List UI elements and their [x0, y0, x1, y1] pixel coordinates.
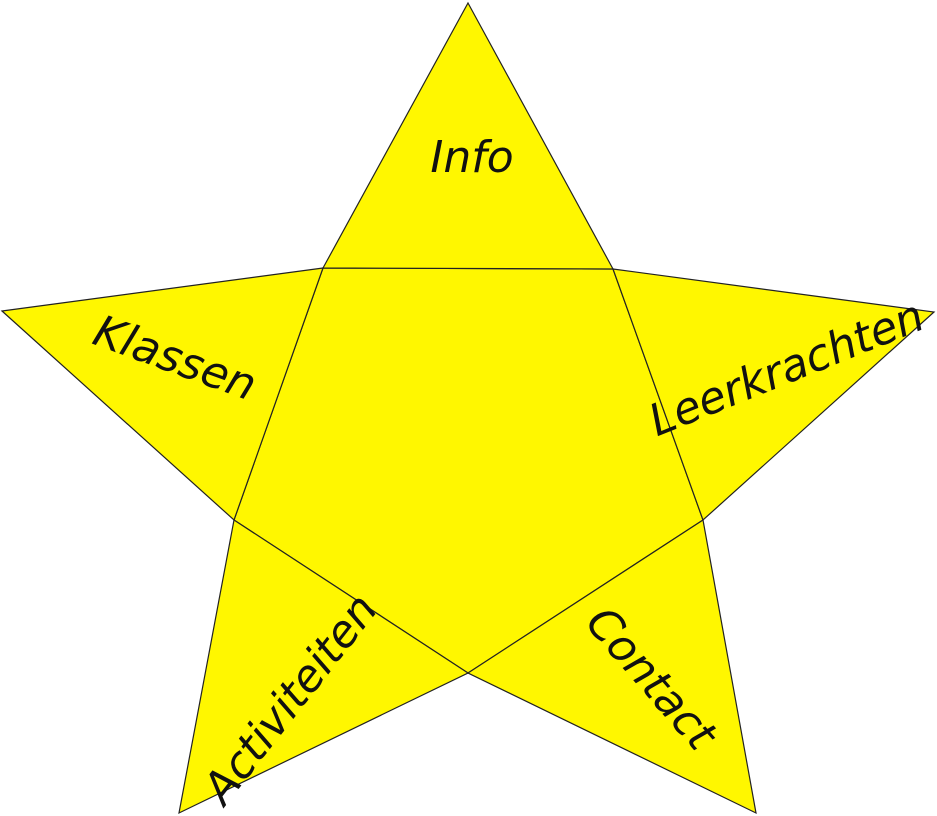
nav-item-info[interactable]: Info: [321, 1, 615, 270]
nav-label-info[interactable]: Info: [430, 132, 513, 183]
star-arm-top[interactable]: [321, 1, 615, 270]
nav-item-klassen[interactable]: Klassen: [0, 267, 324, 522]
nav-item-contact[interactable]: Contact: [466, 519, 757, 815]
star-arm-left[interactable]: [0, 267, 324, 522]
star-arm-right[interactable]: [612, 268, 936, 522]
star-arm-bottom-right[interactable]: [466, 519, 757, 815]
star-arm-bottom-left[interactable]: [178, 519, 470, 815]
